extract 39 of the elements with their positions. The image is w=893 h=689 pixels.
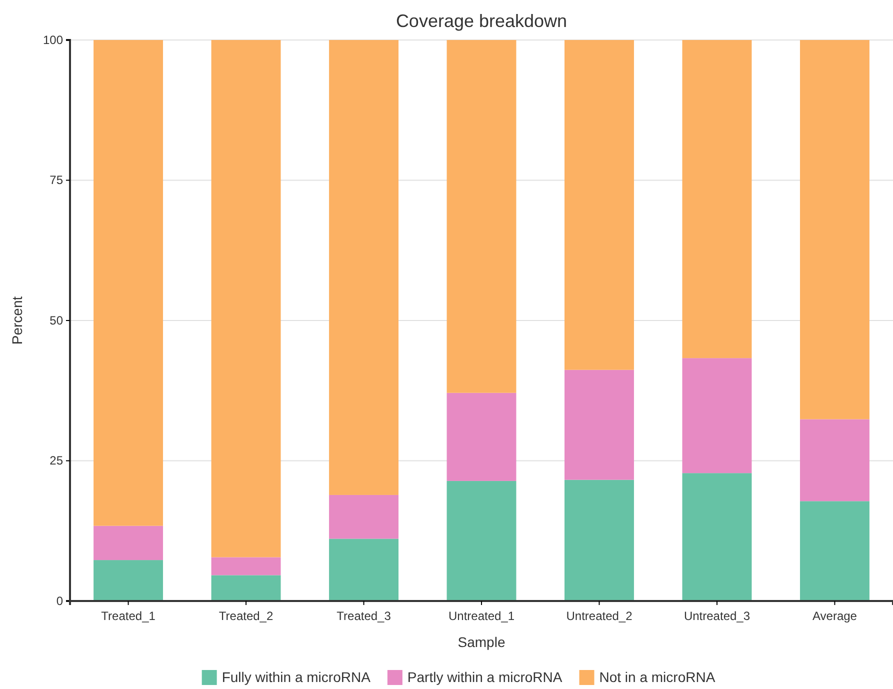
bar <box>564 480 634 601</box>
bar <box>446 392 516 481</box>
bar <box>94 40 164 526</box>
bar <box>211 575 281 601</box>
y-tick-label: 0 <box>56 594 64 608</box>
bar <box>682 358 752 474</box>
legend-label: Partly within a microRNA <box>407 669 563 685</box>
bar <box>800 501 870 601</box>
x-tick-label: Treated_3 <box>336 609 392 623</box>
bar <box>211 40 281 558</box>
legend-label: Fully within a microRNA <box>222 669 372 685</box>
x-tick-label: Untreated_3 <box>684 609 750 623</box>
bar <box>682 473 752 601</box>
y-tick-label: 75 <box>50 173 64 188</box>
bar <box>564 40 634 370</box>
bar <box>94 560 164 601</box>
bar <box>94 526 164 560</box>
x-tick-label: Treated_1 <box>101 609 156 623</box>
x-tick-label: Average <box>812 609 858 623</box>
x-tick-label: Treated_2 <box>218 609 274 623</box>
bar <box>446 480 516 601</box>
bar <box>329 40 398 495</box>
bar <box>211 557 281 576</box>
x-tick-label: Untreated_2 <box>566 609 633 623</box>
bar <box>800 419 870 502</box>
bar <box>682 40 752 358</box>
y-tick-label: 50 <box>50 313 64 328</box>
bar <box>329 538 398 601</box>
y-tick-label: 25 <box>50 454 64 468</box>
bar <box>800 40 870 420</box>
x-axis-title: Sample <box>458 634 506 650</box>
chart-title: Coverage breakdown <box>396 11 568 31</box>
bar <box>446 40 516 393</box>
bar <box>564 370 634 480</box>
bar <box>329 494 398 539</box>
y-axis-title: Percent <box>9 296 25 345</box>
legend-label: Not in a microRNA <box>599 669 716 685</box>
x-tick-label: Untreated_1 <box>448 609 515 623</box>
y-tick-label: 100 <box>42 32 64 47</box>
